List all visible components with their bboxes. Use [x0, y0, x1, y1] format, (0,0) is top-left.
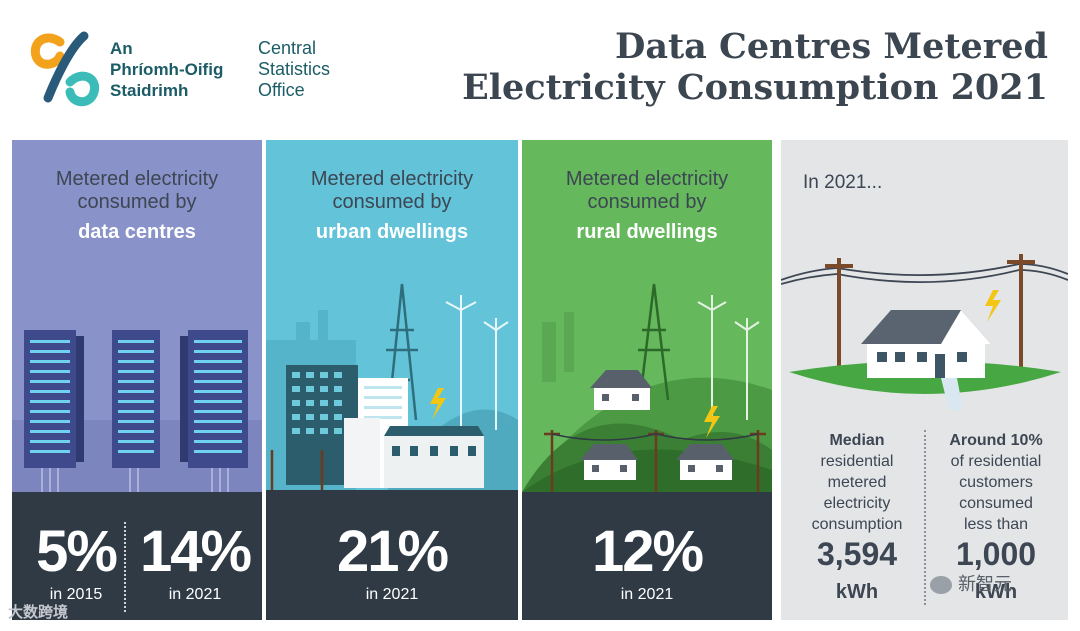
- house-icon: [580, 444, 638, 480]
- panel-data-centres: Metered electricity consumed by data cen…: [12, 140, 262, 620]
- lightning-icon: [985, 290, 1001, 322]
- summary-intro: In 2021...: [803, 172, 883, 193]
- watermark-left: 大数跨境: [8, 604, 69, 621]
- panel-urban-dwellings: Metered electricity consumed by urban dw…: [266, 140, 518, 620]
- server-racks-illustration: [12, 330, 262, 492]
- wechat-icon: [930, 576, 952, 595]
- panel-summary: In 2021... Median residential metered el…: [781, 140, 1068, 620]
- page-title: Data Centres Metered Electricity Consump…: [462, 26, 1048, 108]
- median-value: 3,594: [816, 536, 898, 572]
- threshold-unit: kWh: [974, 581, 1018, 603]
- threshold-value: 1,000: [955, 536, 1037, 572]
- lightning-icon: [704, 406, 720, 438]
- logo-irish-text: An Phríomh-Oifig Staidrimh: [110, 39, 224, 100]
- header: An Phríomh-Oifig Staidrimh Central Stati…: [0, 0, 1080, 135]
- watermark-right: 新智元: [930, 570, 1012, 596]
- panel-heading: Metered electricity consumed by urban dw…: [266, 168, 518, 244]
- stat-value-2021: 21%: [336, 519, 449, 584]
- divider: [124, 522, 126, 612]
- wind-turbine-icon: [445, 295, 509, 430]
- panel-rural-dwellings: Metered electricity consumed by rural dw…: [522, 140, 772, 620]
- server-rack-icon: [24, 330, 84, 468]
- lightning-icon: [430, 388, 446, 420]
- house-icon: [590, 370, 652, 410]
- divider: [924, 430, 926, 605]
- stat-label-2015: in 2015: [49, 586, 103, 603]
- stat-around-10-percent: Around 10% of residential customers cons…: [949, 432, 1043, 533]
- server-rack-icon: [112, 330, 160, 468]
- logo-english-text: Central Statistics Office: [258, 38, 331, 100]
- stat-label-2021: in 2021: [365, 586, 419, 603]
- house-powerline-illustration: [781, 254, 1068, 410]
- city-illustration: [266, 283, 518, 492]
- median-unit: kWh: [835, 581, 879, 603]
- wind-turbine-icon: [697, 295, 760, 420]
- panel-heading: Metered electricity consumed by data cen…: [12, 168, 262, 244]
- panel-heading: Metered electricity consumed by rural dw…: [522, 168, 772, 244]
- stat-value-2021: 12%: [591, 519, 704, 584]
- server-rack-icon: [180, 330, 248, 468]
- panel-subject: urban dwellings: [315, 221, 469, 243]
- panel-stats: 12% in 2021: [522, 492, 772, 620]
- utility-pole-icon: [825, 254, 1035, 380]
- cso-logo-icon: [30, 31, 100, 107]
- pylon-icon: [638, 283, 670, 401]
- panel-stats: 5% in 2015 14% in 2021: [12, 492, 262, 620]
- countryside-illustration: [522, 283, 772, 492]
- panel-subject: rural dwellings: [576, 221, 718, 243]
- stat-median: Median residential metered electricity c…: [811, 432, 903, 533]
- panel-subject: data centres: [78, 221, 196, 243]
- house-icon: [676, 444, 734, 480]
- panel-stats: 21% in 2021: [266, 492, 518, 620]
- stat-label-2021: in 2021: [168, 586, 222, 603]
- house-icon: [861, 310, 991, 378]
- stat-value-2015: 5%: [36, 519, 118, 584]
- stat-label-2021: in 2021: [620, 586, 674, 603]
- stat-value-2021: 14%: [139, 519, 252, 584]
